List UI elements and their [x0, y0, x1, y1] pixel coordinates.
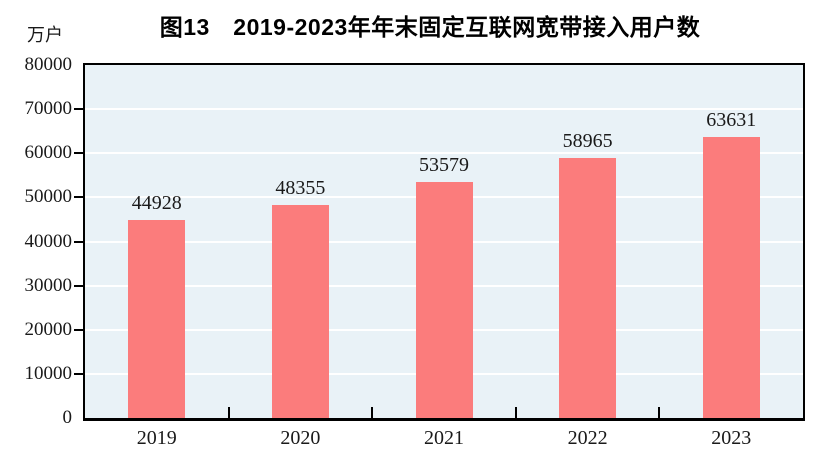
x-axis-label-2019: 2019 [136, 427, 177, 449]
y-axis-label-10000: 10000 [24, 362, 73, 384]
y-axis-label-30000: 30000 [24, 274, 73, 296]
bar-value-label-2019: 44928 [131, 191, 182, 214]
y-axis-label-40000: 40000 [24, 230, 73, 252]
y-axis-label-60000: 60000 [24, 142, 73, 164]
bar-value-label-2020: 48355 [275, 176, 326, 199]
y-axis-unit-label: 万户 [27, 25, 63, 45]
bar-2021 [415, 181, 473, 418]
y-axis-label-20000: 20000 [24, 318, 73, 340]
x-axis-label-2021: 2021 [423, 427, 464, 449]
y-axis-tick [74, 240, 83, 243]
y-axis-tick [74, 108, 83, 111]
y-axis-tick [74, 152, 83, 155]
bar-2020 [271, 204, 329, 418]
plot-area: 44928 48355 53579 58965 63631 [83, 63, 805, 421]
x-axis-tick [658, 407, 661, 418]
gridline [85, 152, 803, 155]
x-axis-tick [227, 407, 230, 418]
y-axis-tick [74, 284, 83, 287]
y-axis-tick [74, 328, 83, 331]
y-axis-label-80000: 80000 [24, 54, 73, 75]
x-axis-label-2023: 2023 [711, 427, 752, 449]
bar-value-label-2022: 58965 [562, 129, 613, 152]
y-axis-tick [74, 372, 83, 375]
bar-2019 [128, 219, 186, 418]
y-axis-label-70000: 70000 [24, 98, 73, 120]
bar-2023 [702, 137, 760, 418]
x-axis-label-2020: 2020 [280, 427, 321, 449]
y-axis-label-50000: 50000 [24, 186, 73, 208]
bar-value-label-2021: 53579 [418, 153, 469, 176]
y-axis-tick [74, 196, 83, 199]
x-axis: 2019 2020 2021 2022 2023 [0, 427, 824, 457]
bar-value-label-2023: 63631 [706, 109, 757, 132]
x-axis-tick [514, 407, 517, 418]
chart-title: 图13 2019-2023年年末固定互联网宽带接入用户数 [159, 14, 701, 40]
bar-2022 [559, 157, 617, 418]
gridline [85, 108, 803, 111]
x-axis-label-2022: 2022 [567, 427, 608, 449]
x-axis-tick [371, 407, 374, 418]
y-axis-label-0: 0 [62, 407, 73, 428]
